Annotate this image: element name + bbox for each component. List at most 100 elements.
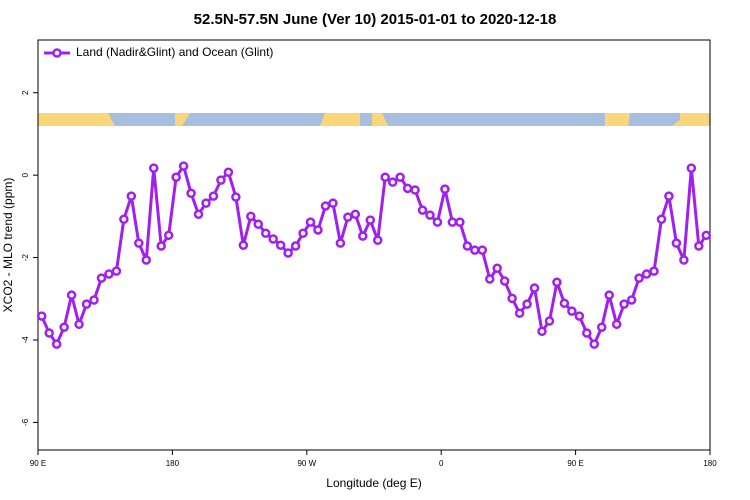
point (671, 238, 682, 248)
x-axis-title: Longitude (deg E) (326, 476, 421, 490)
point (231, 192, 241, 202)
point (582, 328, 592, 338)
point (275, 240, 286, 250)
x-tick-label: 90 E (30, 459, 46, 468)
point (81, 299, 92, 309)
point (223, 167, 234, 178)
point (484, 274, 495, 284)
point (641, 269, 652, 279)
point (163, 230, 174, 241)
point (178, 161, 189, 171)
point (470, 245, 480, 255)
point (134, 238, 144, 248)
chart-title: 52.5N-57.5N June (Ver 10) 2015-01-01 to … (194, 11, 557, 28)
point (432, 217, 443, 227)
point (156, 241, 166, 251)
point (268, 234, 278, 244)
point (238, 240, 249, 250)
point (626, 295, 637, 305)
point (574, 311, 585, 321)
point (59, 322, 69, 332)
point (477, 245, 488, 255)
point (193, 209, 204, 220)
point (89, 295, 99, 305)
point (365, 215, 376, 225)
point (462, 241, 473, 251)
y-tick-label: 2 (21, 90, 30, 95)
y-tick-label: -2 (21, 253, 30, 261)
legend-marker (52, 48, 62, 58)
point (36, 311, 47, 321)
point (126, 191, 137, 201)
point (313, 225, 323, 235)
point (66, 290, 77, 300)
point (387, 177, 398, 187)
point (701, 230, 712, 241)
point (552, 277, 562, 288)
point (544, 316, 555, 326)
point (417, 205, 428, 215)
point (111, 266, 122, 276)
point (358, 231, 368, 241)
point (104, 269, 114, 279)
point (604, 290, 614, 300)
point (679, 255, 689, 265)
point (440, 184, 450, 194)
point (522, 299, 532, 309)
point (260, 228, 271, 239)
point (567, 306, 577, 316)
point (664, 191, 674, 201)
point (44, 328, 54, 338)
point (492, 263, 502, 274)
point (74, 319, 84, 330)
point (51, 339, 62, 349)
point (499, 276, 510, 286)
point (246, 211, 256, 222)
plot-frame (37, 39, 711, 451)
land-ocean-strip (38, 113, 710, 126)
point (171, 172, 181, 182)
point (619, 299, 629, 309)
point (380, 172, 390, 182)
point (686, 163, 697, 173)
point (507, 293, 517, 304)
point (253, 219, 264, 229)
point (201, 198, 211, 208)
x-tick-label: 180 (703, 459, 717, 468)
point (634, 273, 644, 283)
point (514, 308, 525, 318)
point (596, 322, 607, 332)
point (455, 217, 465, 227)
point (283, 248, 293, 258)
point (611, 319, 622, 330)
point (186, 188, 196, 199)
point (320, 201, 331, 211)
point (350, 209, 361, 220)
point (589, 339, 600, 349)
point (537, 326, 547, 337)
point (694, 241, 704, 251)
point (656, 214, 667, 224)
series-line (40, 164, 708, 346)
y-tick-label: -4 (21, 336, 30, 344)
y-tick-label: 0 (21, 172, 30, 177)
point (290, 241, 301, 251)
point (529, 283, 540, 293)
point (395, 172, 405, 182)
legend-label: Land (Nadir&Glint) and Ocean (Glint) (76, 45, 273, 59)
x-tick-label: 0 (439, 459, 444, 468)
point (216, 175, 226, 185)
point (96, 273, 107, 283)
point (328, 198, 338, 208)
x-tick-label: 90 W (297, 459, 316, 468)
point (335, 238, 346, 248)
point (343, 212, 353, 222)
point (141, 255, 152, 265)
point (208, 191, 219, 201)
point (649, 266, 659, 276)
point (148, 163, 159, 173)
point (402, 183, 413, 194)
point (559, 298, 570, 309)
x-tick-label: 180 (166, 459, 180, 468)
